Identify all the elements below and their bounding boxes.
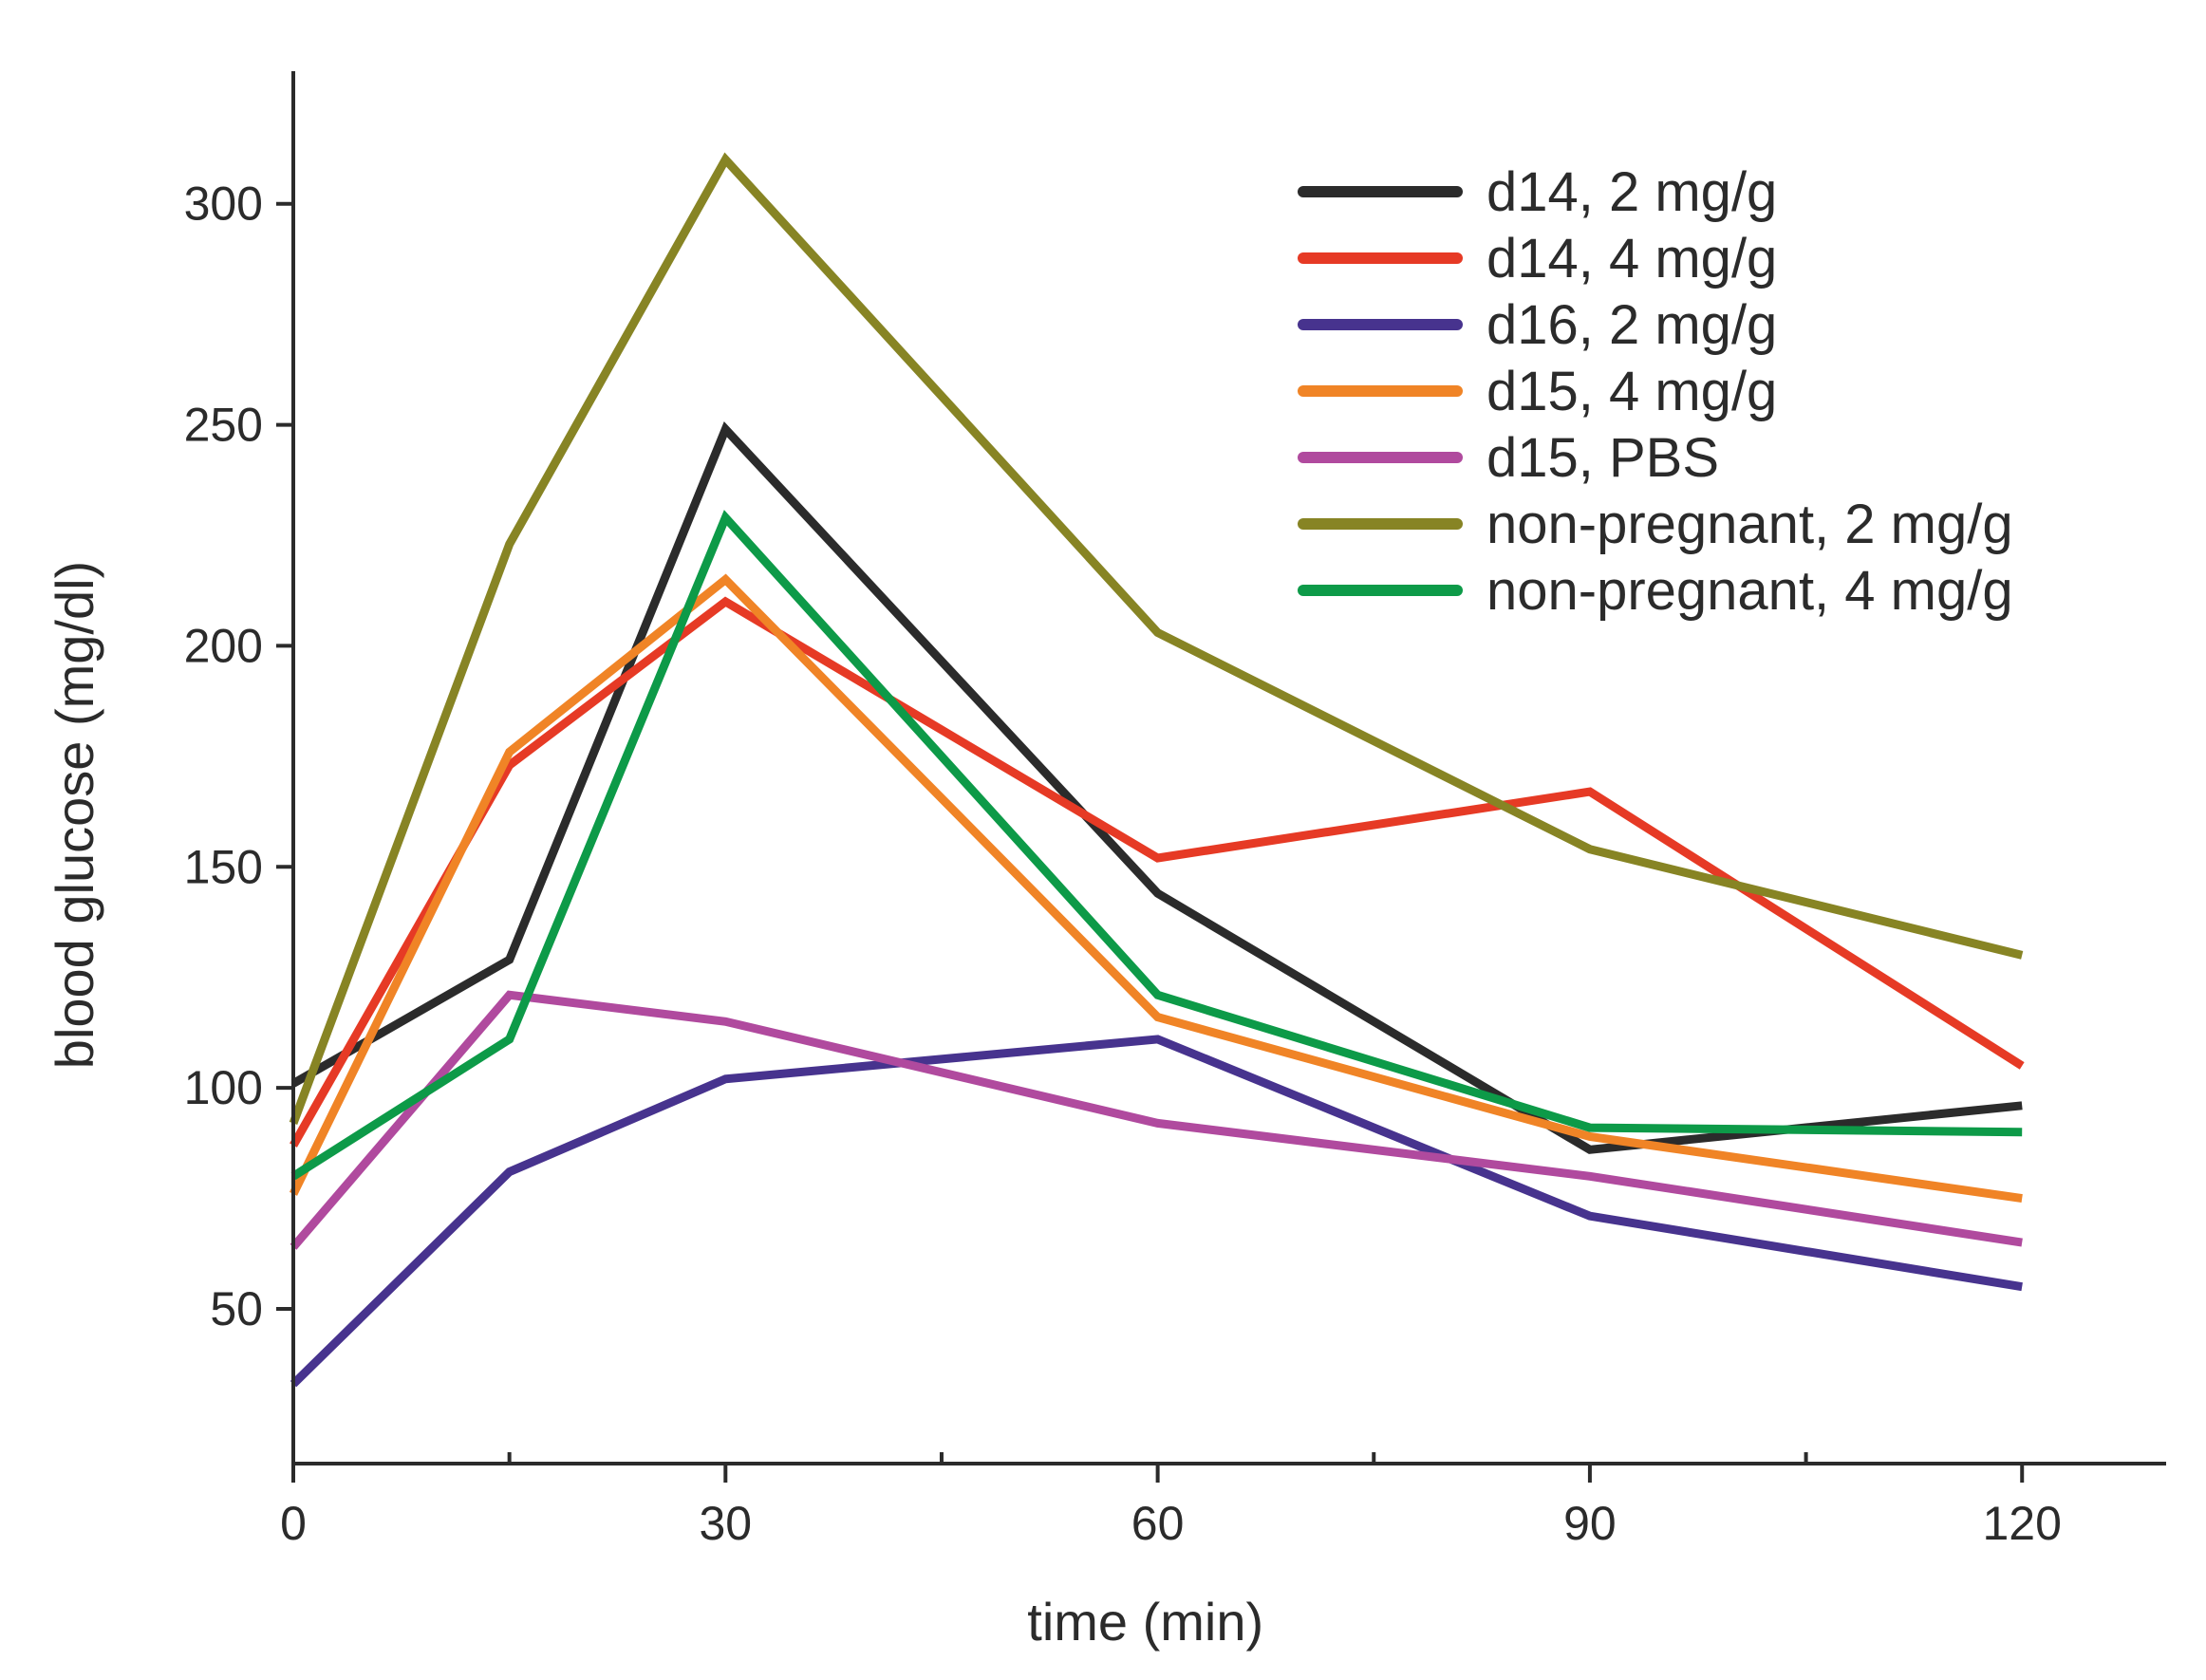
legend-label-7: non-pregnant, 4 mg/g xyxy=(1486,560,2013,622)
x-tick-label-30: 30 xyxy=(699,1497,752,1550)
y-tick-label-200: 200 xyxy=(184,619,263,672)
series-line-1 xyxy=(290,420,2023,1154)
x-axis-title: time (min) xyxy=(1027,1592,1263,1652)
y-tick-label-300: 300 xyxy=(184,177,263,231)
series-line-2 xyxy=(290,596,2025,1148)
x-tick-label-90: 90 xyxy=(1563,1497,1617,1550)
x-tick-label-120: 120 xyxy=(1983,1497,2062,1550)
legend-label-2: d14, 4 mg/g xyxy=(1486,228,1777,289)
y-tick-label-100: 100 xyxy=(184,1061,263,1114)
axes-layer xyxy=(291,71,2166,1465)
series-line-5 xyxy=(290,990,2023,1250)
series-layer xyxy=(289,152,2025,1388)
y-tick-label-50: 50 xyxy=(210,1282,263,1335)
legend-label-1: d14, 2 mg/g xyxy=(1486,161,1777,223)
y-axis-title: blood glucose (mg/dl) xyxy=(45,561,104,1069)
legend-label-5: d15, PBS xyxy=(1486,427,1719,489)
ticks-layer: 0 30 60 90 120 50 100 150 200 250 300 xyxy=(184,177,2062,1550)
legend-label-4: d15, 4 mg/g xyxy=(1486,361,1777,422)
series-line-7 xyxy=(290,510,2023,1181)
y-tick-label-250: 250 xyxy=(184,399,263,452)
legend-label-6: non-pregnant, 2 mg/g xyxy=(1486,494,2013,555)
x-tick-label-60: 60 xyxy=(1131,1497,1185,1550)
legend-label-3: d16, 2 mg/g xyxy=(1486,294,1777,356)
x-tick-label-0: 0 xyxy=(280,1497,307,1550)
series-line-6 xyxy=(289,152,2024,1125)
series-line-3 xyxy=(290,1035,2023,1388)
y-tick-label-150: 150 xyxy=(184,840,263,893)
series-line-4 xyxy=(289,573,2023,1204)
